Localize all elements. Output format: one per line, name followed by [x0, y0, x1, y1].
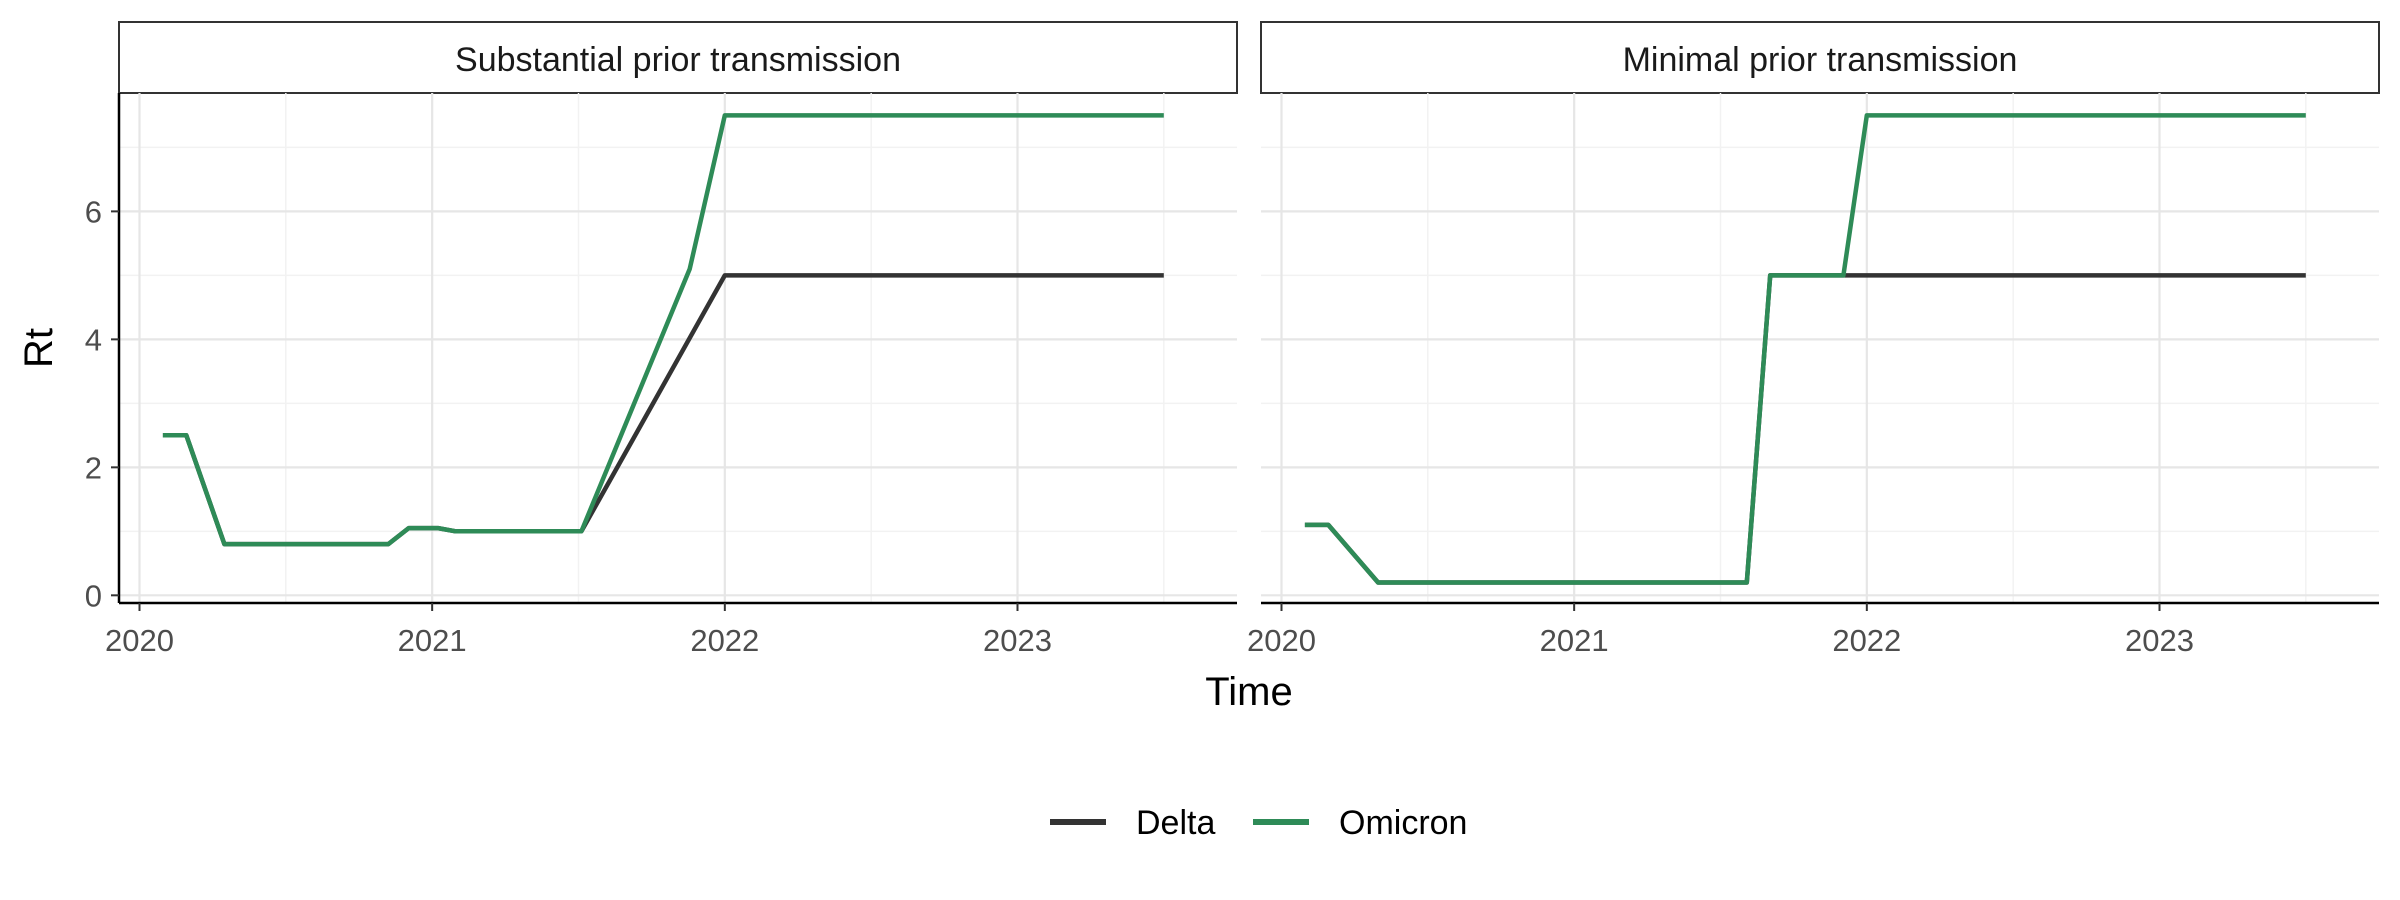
x-tick-label: 2023	[2125, 623, 2194, 658]
series-lines	[1304, 113, 2306, 585]
x-axis-ticks: 2020 2021 2022 2023	[105, 603, 1052, 658]
y-tick-label: 6	[85, 194, 102, 229]
series-line-delta	[1304, 273, 2306, 585]
x-tick-label: 2022	[1832, 623, 1901, 658]
x-tick-label: 2023	[983, 623, 1052, 658]
x-axis-ticks: 2020 2021 2022 2023	[1247, 603, 2194, 658]
y-axis-title: Rt	[17, 328, 61, 368]
grid-lines	[1261, 93, 2379, 603]
y-tick-label: 4	[85, 322, 102, 357]
grid-lines	[119, 93, 1237, 603]
series-line-omicron	[1304, 113, 2306, 585]
y-tick-label: 2	[85, 450, 102, 485]
x-tick-label: 2020	[105, 623, 174, 658]
x-tick-label: 2022	[690, 623, 759, 658]
series-line-omicron	[162, 113, 1164, 547]
y-tick-label: 0	[85, 578, 102, 613]
y-axis-ticks: 0 2 4 6	[85, 194, 119, 613]
panel-strip-title: Substantial prior transmission	[455, 41, 901, 79]
x-tick-label: 2020	[1247, 623, 1316, 658]
panel-strip-background	[1260, 21, 2380, 94]
legend-label-omicron: Omicron	[1339, 804, 1467, 842]
x-tick-label: 2021	[1540, 623, 1609, 658]
legend-label-delta: Delta	[1136, 804, 1215, 842]
panel-strip-background	[118, 21, 1238, 94]
series-lines	[162, 113, 1164, 547]
legend: Delta Omicron	[1050, 804, 1467, 842]
panel-substantial-prior-transmission: Substantial prior transmission 2020 2021 2…	[85, 21, 1238, 658]
x-tick-label: 2021	[398, 623, 467, 658]
panel-minimal-prior-transmission: Minimal prior transmission 2020 2021 2022 2…	[1247, 21, 2380, 658]
x-axis-title: Time	[1205, 670, 1292, 714]
panel-strip-title: Minimal prior transmission	[1623, 41, 2018, 79]
series-line-delta	[162, 273, 1164, 547]
